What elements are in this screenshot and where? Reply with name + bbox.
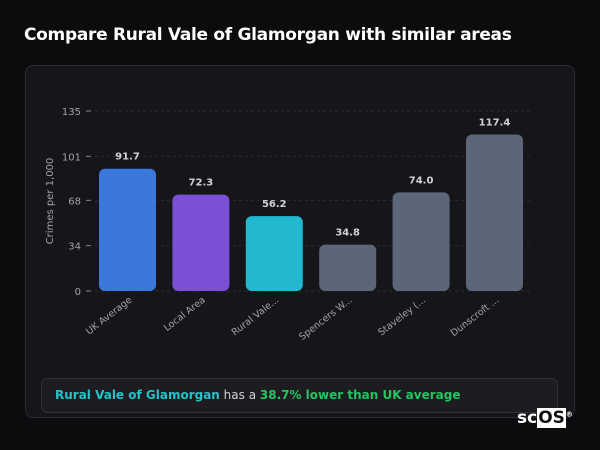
bar xyxy=(172,194,230,291)
x-tick-label: UK Average xyxy=(84,295,134,338)
y-tick-label: 0 xyxy=(75,287,81,298)
chart-title: Compare Rural Vale of Glamorgan with sim… xyxy=(24,25,512,45)
bar xyxy=(392,192,450,291)
y-tick-label: 101 xyxy=(62,152,81,163)
x-tick-label: Local Area xyxy=(162,295,208,334)
logo: scOS® xyxy=(517,408,573,428)
x-tick-label: Staveley (... xyxy=(376,295,428,339)
data-label: 72.3 xyxy=(189,178,214,189)
data-label: 117.4 xyxy=(479,117,511,128)
y-tick-label: 34 xyxy=(68,242,81,253)
x-tick-label: Rural Vale... xyxy=(230,295,281,339)
data-label: 56.2 xyxy=(262,199,287,210)
y-axis-label: Crimes per 1,000 xyxy=(45,158,56,245)
bar xyxy=(466,134,523,291)
data-label: 91.7 xyxy=(115,152,140,163)
summary-text: has a xyxy=(219,388,260,402)
x-tick-label: Dunscroft ... xyxy=(449,295,502,339)
data-label: 74.0 xyxy=(409,175,434,186)
x-tick-label: Spencers W... xyxy=(297,295,354,343)
y-tick-label: 68 xyxy=(68,196,81,207)
y-tick-label: 135 xyxy=(62,107,81,118)
area-name: Rural Vale of Glamorgan xyxy=(55,388,220,402)
data-label: 34.8 xyxy=(335,228,360,239)
summary-stat: 38.7% lower than UK average xyxy=(259,388,461,402)
bar xyxy=(245,216,303,291)
summary-box: Rural Vale of Glamorgan has a 38.7% lowe… xyxy=(41,378,558,413)
bar xyxy=(319,244,377,291)
bar xyxy=(99,168,156,291)
